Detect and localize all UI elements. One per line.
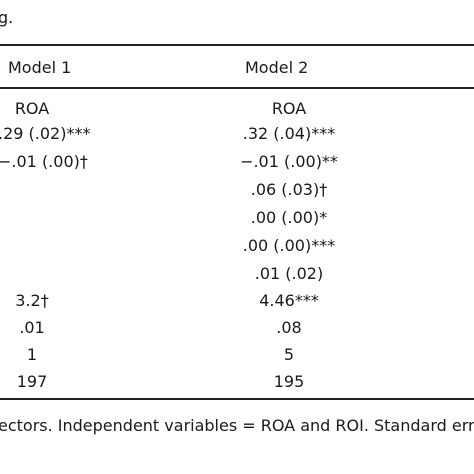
cell-model-1: 3.2† — [15, 291, 49, 310]
cell-model-2: 195 — [273, 372, 305, 391]
table-bottom-rule — [0, 398, 474, 400]
column-header-model-1: Model 1 — [8, 58, 72, 77]
table-caption-fragment: g. — [0, 8, 14, 27]
cell-model-2: ROA — [271, 99, 307, 118]
cell-model-2: .00 (.00)*** — [242, 236, 336, 255]
table-header-rule — [0, 87, 474, 89]
cell-model-2: .01 (.02) — [254, 264, 324, 283]
cell-model-2: .06 (.03)† — [250, 180, 328, 199]
table-note-fragment: ectors. Independent variables = ROA and … — [0, 416, 474, 435]
cell-model-1: 1 — [26, 345, 38, 364]
table-top-rule — [0, 44, 474, 46]
cell-model-2: −.01 (.00)** — [240, 152, 338, 171]
cell-model-1: .01 — [19, 318, 45, 337]
cell-model-1: ROA — [14, 99, 50, 118]
cell-model-1: −.01 (.00)† — [0, 152, 88, 171]
column-header-model-2: Model 2 — [245, 58, 309, 77]
cell-model-2: .32 (.04)*** — [242, 124, 336, 143]
cell-model-2: .08 — [276, 318, 302, 337]
cell-model-2: 4.46*** — [259, 291, 319, 310]
cell-model-2: 5 — [283, 345, 295, 364]
cell-model-2: .00 (.00)* — [250, 208, 328, 227]
cell-model-1: .29 (.02)*** — [0, 124, 91, 143]
cell-model-1: 197 — [16, 372, 48, 391]
